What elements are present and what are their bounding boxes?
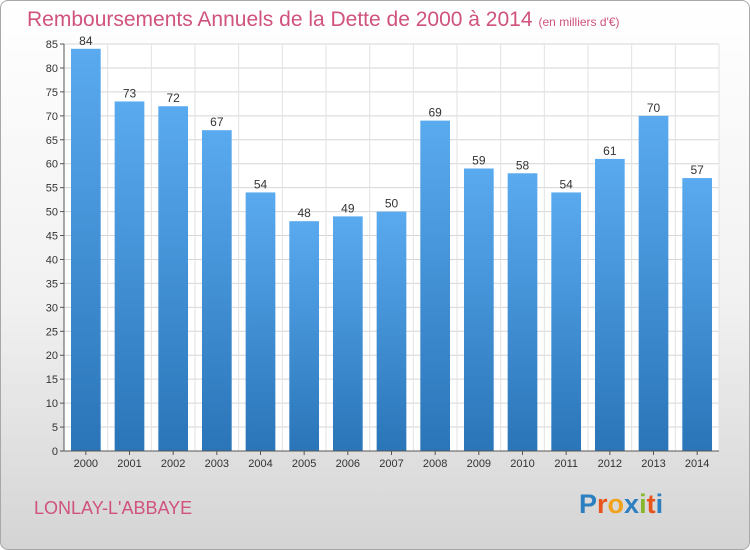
bar-2003 xyxy=(201,130,232,451)
axes: 0 5 10 15 20 25 30 35 40 45 50 55 60 65 70 75 80 85 2000 20… xyxy=(46,39,719,470)
y-tick-label: 80 xyxy=(46,63,58,75)
x-tick-label: 2005 xyxy=(292,458,316,470)
y-tick-label: 30 xyxy=(46,302,58,314)
x-tick-label: 2007 xyxy=(379,458,403,470)
y-tick-label: 25 xyxy=(46,326,58,338)
x-tick-label: 2003 xyxy=(205,458,229,470)
data-label-2005: 48 xyxy=(297,206,311,220)
x-tick-label: 2000 xyxy=(74,458,98,470)
logo-letter: i xyxy=(655,489,664,519)
y-tick-label: 75 xyxy=(46,87,58,99)
bars: 84 73 72 67 54 48 49 50 69 59 58 54 61 70 57 xyxy=(70,34,713,452)
chart-unit: (en milliers d'€) xyxy=(538,15,620,29)
bar-2012 xyxy=(594,158,625,451)
y-tick-label: 55 xyxy=(46,183,58,195)
y-tick-label: 10 xyxy=(46,398,58,410)
y-tick-label: 50 xyxy=(46,207,58,219)
y-tick-label: 15 xyxy=(46,374,58,386)
y-tick-label: 20 xyxy=(46,350,58,362)
bar-2009 xyxy=(463,168,494,451)
data-label-2001: 73 xyxy=(123,86,137,100)
bar-2011 xyxy=(551,192,582,451)
y-tick-label: 85 xyxy=(46,39,58,51)
chart-title: Remboursements Annuels de la Dette de 20… xyxy=(27,8,620,32)
bar-2005 xyxy=(289,221,320,451)
bar-2000 xyxy=(70,48,101,451)
x-tick-label: 2010 xyxy=(510,458,534,470)
data-label-2009: 59 xyxy=(472,153,486,167)
bar-2001 xyxy=(114,101,145,451)
proxiti-logo: Proxiti xyxy=(579,489,663,520)
logo-letter: r xyxy=(597,489,608,519)
data-label-2012: 61 xyxy=(603,144,617,158)
logo-letter: P xyxy=(579,489,598,519)
logo-letter: o xyxy=(607,489,625,519)
data-label-2007: 50 xyxy=(385,197,399,211)
logo-letter: i xyxy=(639,489,647,519)
data-label-2004: 54 xyxy=(254,177,268,191)
y-tick-label: 65 xyxy=(46,135,58,147)
x-tick-label: 2011 xyxy=(554,458,578,470)
data-label-2010: 58 xyxy=(516,158,530,172)
y-tick-label: 60 xyxy=(46,159,58,171)
x-tick-label: 2013 xyxy=(641,458,665,470)
y-tick-label: 70 xyxy=(46,111,58,123)
bar-2002 xyxy=(158,106,189,451)
data-label-2003: 67 xyxy=(210,115,224,129)
x-tick-label: 2014 xyxy=(685,458,709,470)
bar-2010 xyxy=(507,173,538,451)
data-label-2014: 57 xyxy=(690,163,704,177)
x-tick-label: 2001 xyxy=(117,458,141,470)
y-tick-label: 35 xyxy=(46,278,58,290)
y-tick-label: 45 xyxy=(46,231,58,243)
logo-letter: t xyxy=(646,489,656,519)
x-tick-label: 2002 xyxy=(161,458,185,470)
y-tick-label: 40 xyxy=(46,254,58,266)
data-label-2011: 54 xyxy=(559,177,573,191)
bar-2006 xyxy=(332,216,363,451)
x-tick-label: 2012 xyxy=(598,458,622,470)
bar-2013 xyxy=(638,115,669,451)
x-tick-label: 2009 xyxy=(467,458,491,470)
logo-letter: x xyxy=(624,489,640,519)
data-label-2008: 69 xyxy=(428,106,442,120)
x-tick-label: 2008 xyxy=(423,458,447,470)
y-tick-label: 5 xyxy=(52,422,58,434)
data-label-2000: 84 xyxy=(79,34,93,48)
bar-2007 xyxy=(376,211,407,451)
data-label-2006: 49 xyxy=(341,201,355,215)
chart-title-text: Remboursements Annuels de la Dette de 20… xyxy=(27,8,533,31)
x-tick-label: 2004 xyxy=(248,458,272,470)
data-label-2013: 70 xyxy=(647,101,661,115)
bar-2008 xyxy=(420,120,451,452)
bar-2014 xyxy=(682,178,713,451)
x-tick-label: 2006 xyxy=(336,458,360,470)
y-tick-label: 0 xyxy=(52,446,58,458)
bar-2004 xyxy=(245,192,276,451)
commune-name: LONLAY-L'ABBAYE xyxy=(34,498,193,518)
data-label-2002: 72 xyxy=(166,91,180,105)
